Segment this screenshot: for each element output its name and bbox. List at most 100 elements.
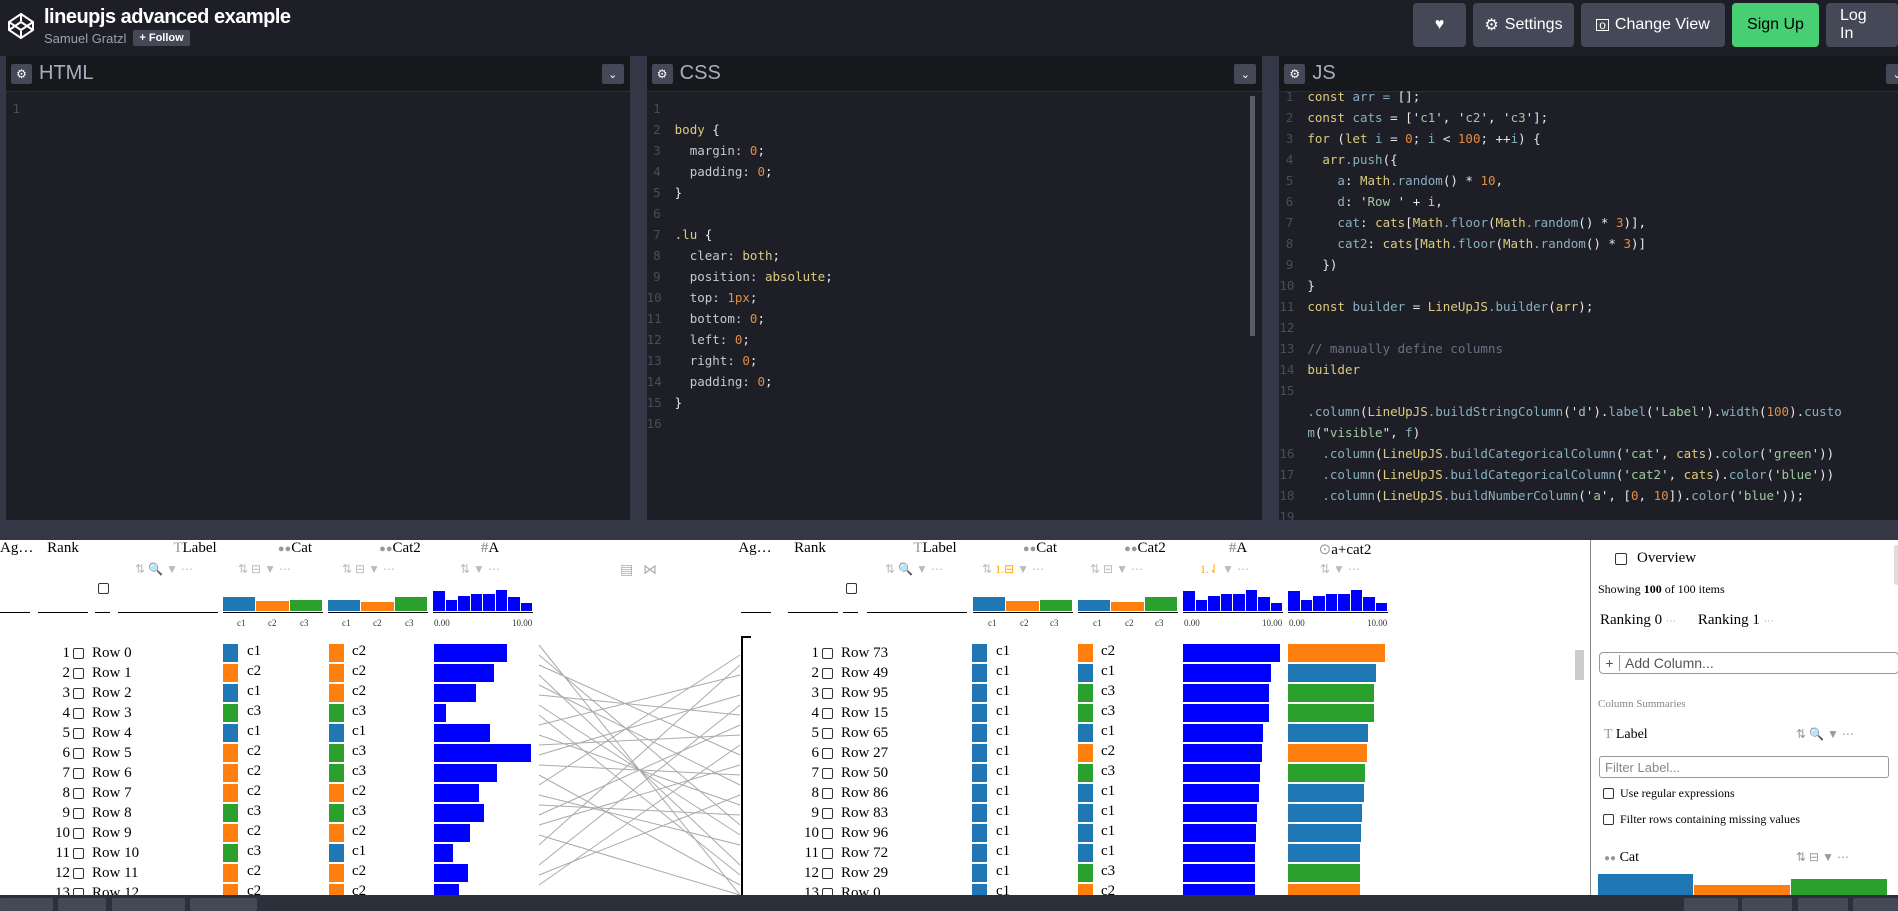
fork-button[interactable]	[1684, 898, 1738, 911]
cat-column-header[interactable]: ●●Cat	[277, 540, 313, 556]
label-column-toolbar[interactable]: ⇅ 🔍 ▼ ⋯	[885, 562, 943, 576]
table-row[interactable]: 7 Row 50	[811, 764, 889, 781]
a-histogram[interactable]	[433, 589, 533, 611]
css-settings-gear-icon[interactable]: ⚙	[651, 63, 673, 84]
table-row[interactable]: 1 Row 0	[62, 644, 132, 661]
js-settings-gear-icon[interactable]: ⚙	[1284, 63, 1306, 84]
table-row[interactable]: 2 Row 1	[62, 664, 132, 681]
label-column-header[interactable]: TLabel	[173, 540, 217, 556]
table-row[interactable]: 7 Row 6	[62, 764, 132, 781]
label-summary-toolbar[interactable]: ⇅ 🔍 ▼ ⋯	[1796, 727, 1854, 741]
label-column-toolbar[interactable]: ⇅ 🔍 ▼ ⋯	[135, 562, 193, 576]
select-all-checkbox[interactable]	[98, 583, 109, 594]
embed-button[interactable]	[1742, 898, 1792, 911]
cat-histogram[interactable]	[973, 589, 1073, 611]
table-row[interactable]: 13 Row 0	[797, 883, 881, 895]
agg-column-header[interactable]: Ag…	[0, 540, 34, 556]
cat-histogram[interactable]	[223, 589, 323, 611]
combined-column-toolbar[interactable]: ⇅ ▼ ⋯	[1320, 562, 1360, 576]
cat2-column-header[interactable]: ●●Cat2	[379, 540, 421, 556]
table-row[interactable]: 8 Row 86	[811, 784, 889, 801]
ranking-0-tab[interactable]: Ranking 0 ⋯	[1600, 612, 1676, 628]
agg-column-header[interactable]: Ag…	[738, 540, 772, 556]
table-row[interactable]: 8 Row 7	[62, 784, 132, 801]
cat-column-toolbar[interactable]: ⇅ ⊟ ▼ ⋯	[238, 562, 291, 576]
ranking-scrollbar[interactable]	[1575, 650, 1584, 680]
table-row[interactable]: 3 Row 2	[62, 684, 132, 701]
table-row[interactable]: 10 Row 9	[55, 824, 132, 841]
html-chevron-down-icon[interactable]: ⌄	[601, 64, 624, 84]
css-chevron-down-icon[interactable]: ⌄	[1234, 64, 1257, 84]
table-row[interactable]: 6 Row 27	[811, 744, 889, 761]
console-button[interactable]	[0, 898, 53, 911]
codepen-logo-icon[interactable]	[6, 11, 36, 41]
comments-button[interactable]	[112, 898, 185, 911]
css-editor[interactable]: ⚙ CSS ⌄ 1 2 body { 3 margin: 0; 4 padding…	[646, 56, 1263, 520]
table-row[interactable]: 13 Row 12	[48, 883, 139, 895]
heart-button[interactable]: ♥	[1413, 3, 1466, 47]
table-row[interactable]: 12 Row 11	[55, 864, 139, 881]
js-editor[interactable]: ⚙ JS ⌄ 1 const arr = []; 2 const cats = ['…	[1279, 56, 1898, 520]
cat-column-header[interactable]: ●●Cat	[1022, 540, 1058, 556]
result-resize-bar[interactable]	[0, 520, 1898, 540]
combined-column-header[interactable]: ⊙a+cat2	[1318, 542, 1372, 558]
js-chevron-down-icon[interactable]: ⌄	[1885, 64, 1898, 84]
add-column-input[interactable]: + Add Column...	[1599, 652, 1898, 674]
table-row[interactable]: 2 Row 49	[811, 664, 889, 681]
table-row[interactable]: 9 Row 83	[811, 804, 889, 821]
combined-histogram[interactable]	[1288, 589, 1388, 611]
html-settings-gear-icon[interactable]: ⚙	[11, 63, 32, 84]
css-scrollbar[interactable]	[1250, 96, 1256, 336]
table-row[interactable]: 12 Row 29	[804, 864, 889, 881]
table-row[interactable]: 4 Row 3	[62, 704, 132, 721]
table-row[interactable]: 1 Row 73	[811, 644, 889, 661]
a-column-header[interactable]: #A	[1228, 540, 1248, 556]
export-button[interactable]	[1798, 898, 1848, 911]
editor-resize-handle[interactable]	[629, 56, 647, 520]
editor-resize-handle[interactable]	[1262, 56, 1280, 520]
rank-column-header[interactable]: Rank	[47, 540, 79, 556]
cat-summary-histogram[interactable]	[1598, 874, 1887, 895]
a-histogram[interactable]	[1183, 589, 1283, 611]
label-column-header[interactable]: TLabel	[913, 540, 957, 556]
follow-button[interactable]: + Follow	[133, 30, 190, 46]
filter-missing-checkbox[interactable]	[1603, 814, 1614, 825]
overview-checkbox[interactable]	[1615, 552, 1627, 565]
sign-up-button[interactable]: Sign Up	[1732, 3, 1819, 47]
bowtie-slope-icon[interactable]: ⋈	[643, 563, 657, 578]
table-row[interactable]: 5 Row 4	[62, 724, 132, 741]
cat2-column-toolbar[interactable]: ⇅ ⊟ ▼ ⋯	[342, 562, 395, 576]
html-editor[interactable]: ⚙ HTML ⌄ 1	[6, 56, 630, 520]
a-column-toolbar[interactable]: 1.⇃ ▼ ⋯	[1200, 562, 1249, 576]
rank-column-header[interactable]: Rank	[794, 540, 826, 556]
cat2-column-header[interactable]: ●●Cat2	[1124, 540, 1166, 556]
filter-label-input[interactable]: Filter Label...	[1599, 756, 1889, 778]
table-row[interactable]: 4 Row 15	[811, 704, 889, 721]
change-view-button[interactable]: o Change View	[1581, 3, 1725, 47]
ranking-1-tab[interactable]: Ranking 1 ⋯	[1697, 612, 1774, 628]
table-row[interactable]: 5 Row 65	[811, 724, 889, 741]
shortcuts-button[interactable]	[190, 898, 257, 911]
share-button[interactable]	[1853, 898, 1898, 911]
log-in-button[interactable]: Log In	[1826, 3, 1898, 47]
cat2-histogram[interactable]	[328, 589, 428, 611]
table-row[interactable]: 9 Row 8	[62, 804, 132, 821]
cat-column-toolbar[interactable]: ⇅ 1.⊟ ▼ ⋯	[982, 562, 1045, 576]
table-row[interactable]: 10 Row 96	[804, 824, 889, 841]
assets-button[interactable]	[58, 898, 106, 911]
table-row[interactable]: 6 Row 5	[62, 744, 132, 761]
cat2-histogram[interactable]	[1078, 589, 1178, 611]
author-name[interactable]: Samuel Gratzl	[44, 30, 127, 46]
a-column-header[interactable]: #A	[480, 540, 500, 556]
use-regex-checkbox[interactable]	[1603, 788, 1614, 799]
table-row[interactable]: 3 Row 95	[811, 684, 889, 701]
table-row[interactable]: 11 Row 72	[804, 844, 889, 861]
select-all-checkbox[interactable]	[846, 583, 857, 594]
cat2-column-toolbar[interactable]: ⇅ ⊟ ▼ ⋯	[1090, 562, 1143, 576]
editor-resize-handle[interactable]	[0, 56, 6, 520]
collapse-slope-icon[interactable]: ▤	[620, 563, 634, 578]
cat-summary-toolbar[interactable]: ⇅ ⊟ ▼ ⋯	[1796, 850, 1849, 864]
settings-button[interactable]: ⚙ Settings	[1473, 3, 1574, 47]
side-panel-scrollbar[interactable]	[1894, 545, 1898, 585]
a-column-toolbar[interactable]: ⇅ ▼ ⋯	[460, 562, 500, 576]
